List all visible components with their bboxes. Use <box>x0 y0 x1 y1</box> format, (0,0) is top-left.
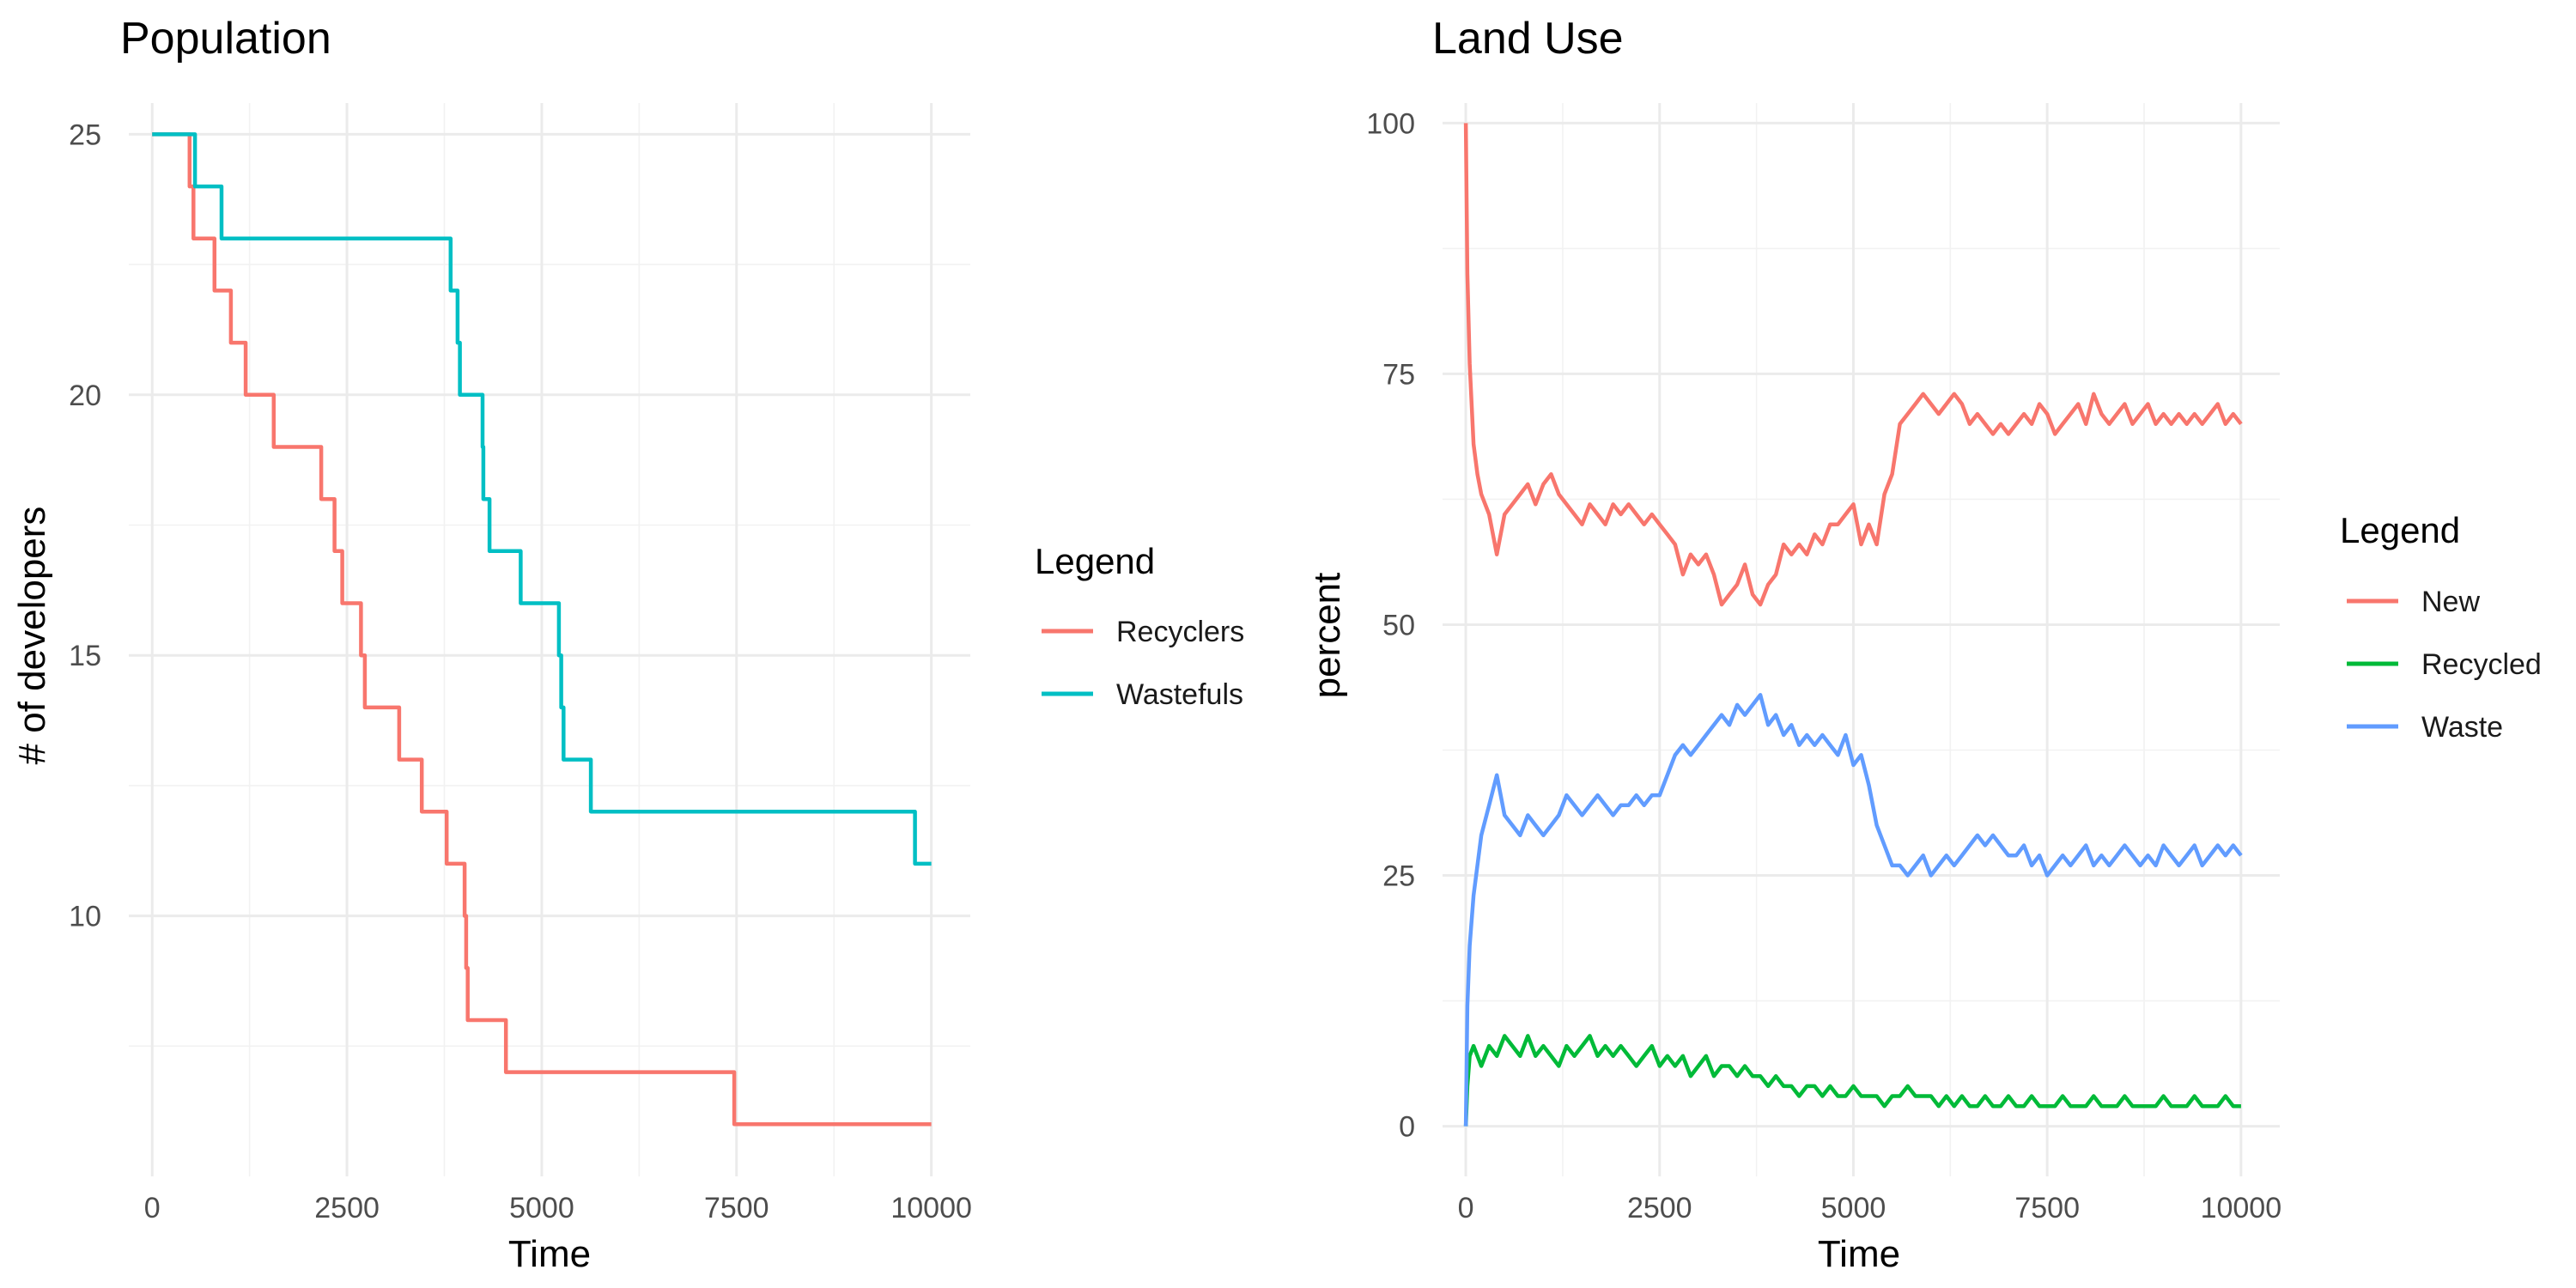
y-tick-label: 10 <box>69 901 101 933</box>
legend-label: New <box>2421 586 2480 618</box>
series-line-recyclers <box>152 132 932 1127</box>
x-axis-title: Time <box>508 1233 591 1275</box>
series-line-waste <box>1463 693 2243 1127</box>
legend-label: Wastefuls <box>1116 678 1243 711</box>
series-line-recycled <box>1463 1034 2241 1127</box>
x-tick-label: 7500 <box>704 1192 769 1224</box>
y-tick-label: 50 <box>1382 609 1415 641</box>
x-tick-label: 2500 <box>1627 1192 1692 1224</box>
y-axis-title: # of developers <box>11 507 53 765</box>
legend-title: Legend <box>2340 510 2460 550</box>
x-tick-label: 0 <box>1458 1192 1474 1224</box>
y-axis-title: percent <box>1306 573 1348 699</box>
legend-label: Waste <box>2421 711 2503 744</box>
x-tick-label: 5000 <box>509 1192 574 1224</box>
y-tick-label: 25 <box>1382 860 1415 893</box>
y-tick-label: 20 <box>69 380 101 412</box>
y-tick-label: 0 <box>1399 1111 1415 1144</box>
x-tick-label: 10000 <box>890 1192 972 1224</box>
x-tick-label: 0 <box>144 1192 161 1224</box>
legend-title: Legend <box>1035 541 1155 581</box>
y-tick-label: 100 <box>1366 107 1415 140</box>
y-tick-label: 25 <box>69 118 101 151</box>
legend: Legend Recyclers Wastefuls <box>1035 541 1244 711</box>
series-line-wastefuls <box>152 132 932 866</box>
chart-title: Land Use <box>1432 14 1624 64</box>
x-axis-title: Time <box>1818 1233 1900 1275</box>
y-tick-label: 15 <box>69 640 101 672</box>
legend-label: Recycled <box>2421 648 2542 681</box>
y-tick-label: 75 <box>1382 358 1415 391</box>
population-chart: 0 2500 5000 7500 10000 10 15 20 25 Population Time… <box>11 14 1244 1275</box>
land-use-chart: 0 2500 5000 7500 10000 0 25 50 75 100 Land Use Time… <box>1306 14 2542 1275</box>
x-tick-label: 5000 <box>1821 1192 1886 1224</box>
legend: Legend New Recycled Waste <box>2340 510 2542 744</box>
x-tick-label: 7500 <box>2014 1192 2080 1224</box>
legend-label: Recyclers <box>1116 616 1244 648</box>
x-tick-label: 2500 <box>314 1192 380 1224</box>
chart-title: Population <box>120 14 331 64</box>
series-line-new <box>1463 123 2243 607</box>
x-tick-label: 10000 <box>2201 1192 2282 1224</box>
